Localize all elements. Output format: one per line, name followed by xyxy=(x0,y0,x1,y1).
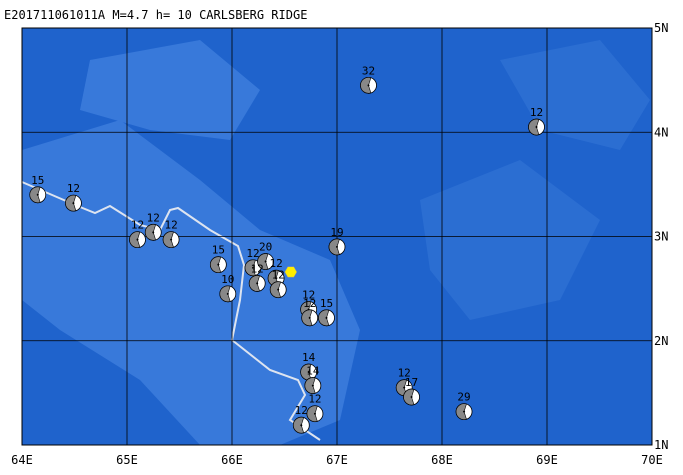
y-tick-label: 1N xyxy=(654,438,668,452)
beachball-center xyxy=(308,316,311,319)
x-tick-label: 64E xyxy=(11,453,33,467)
beachball-center xyxy=(311,384,314,387)
beachball-center xyxy=(325,316,328,319)
title: E201711061011A M=4.7 h= 10 CARLSBERG RID… xyxy=(4,8,307,22)
focal-mechanism: 12 xyxy=(248,262,266,292)
focal-mechanism: 12 xyxy=(306,393,324,423)
depth-label: 12 xyxy=(398,367,411,380)
depth-label: 15 xyxy=(212,244,225,257)
beachball-center xyxy=(72,202,75,205)
focal-mechanism: 12 xyxy=(269,269,287,299)
beachball-center xyxy=(336,245,338,248)
focal-mechanism: 32 xyxy=(360,64,377,94)
focal-mechanism: 12 xyxy=(65,182,82,212)
depth-label: 29 xyxy=(457,391,470,404)
depth-label: 12 xyxy=(303,297,316,310)
focal-mechanism: 20 xyxy=(257,241,275,270)
depth-label: 17 xyxy=(405,376,418,389)
focal-mechanism: 29 xyxy=(455,391,473,421)
focal-mechanism: 15 xyxy=(318,297,335,327)
depth-label: 12 xyxy=(295,404,308,417)
beachball-center xyxy=(252,266,254,269)
focal-mechanism: 12 xyxy=(301,297,319,327)
focal-mechanism: 12 xyxy=(244,247,262,277)
y-tick-label: 5N xyxy=(654,21,668,35)
beachball-center xyxy=(277,288,280,291)
focal-mechanism: 15 xyxy=(209,244,227,274)
beachball-center xyxy=(307,371,310,374)
x-tick-label: 68E xyxy=(431,453,453,467)
focal-mechanism: 10 xyxy=(219,273,237,303)
depth-label: 12 xyxy=(131,219,144,232)
beachball-center xyxy=(313,412,316,415)
y-tick-label: 3N xyxy=(654,230,668,244)
beachball-center xyxy=(170,238,173,241)
frame xyxy=(21,27,653,446)
depth-label: 12 xyxy=(302,288,315,301)
depth-label: 12 xyxy=(530,106,543,119)
depth-label: 10 xyxy=(221,273,234,286)
focal-mechanism: 12 xyxy=(292,404,310,434)
depth-label: 12 xyxy=(308,393,321,406)
depth-label: 14 xyxy=(306,365,320,378)
focal-mechanism: 12 xyxy=(144,211,162,241)
beachball-center xyxy=(463,410,466,413)
depth-label: 19 xyxy=(330,226,343,239)
x-tick-label: 65E xyxy=(116,453,138,467)
depth-label: 32 xyxy=(362,64,375,77)
depth-label: 20 xyxy=(259,241,272,254)
depth-label: 12 xyxy=(147,211,160,224)
x-tick-label: 69E xyxy=(536,453,558,467)
beachball-center xyxy=(36,193,39,196)
x-tick-label: 70E xyxy=(641,453,663,467)
beachball-center xyxy=(535,126,538,129)
depth-label: 12 xyxy=(67,182,80,195)
beachball-center xyxy=(136,238,139,241)
focal-mechanism: 14 xyxy=(300,351,318,381)
ridge-axis xyxy=(21,181,321,441)
beachball-center xyxy=(275,277,278,280)
y-tick-label: 2N xyxy=(654,334,668,348)
beachball-center xyxy=(226,292,229,295)
depth-label: 12 xyxy=(251,262,264,275)
x-tick-label: 66E xyxy=(221,453,243,467)
y-tick-label: 4N xyxy=(654,125,668,139)
beachball-center xyxy=(217,263,220,266)
x-tick-label: 67E xyxy=(326,453,348,467)
focal-mechanism: 12 xyxy=(162,219,180,249)
beachball-center xyxy=(256,282,259,285)
focal-mechanism: 17 xyxy=(403,376,420,406)
focal-mechanism: 12 xyxy=(129,219,146,249)
beachball-center xyxy=(264,260,267,263)
depth-label: 15 xyxy=(31,174,44,187)
focal-mechanism: 14 xyxy=(304,365,322,394)
beachball-center xyxy=(300,424,303,427)
focal-mechanism: 19 xyxy=(328,226,346,256)
beachball-center xyxy=(403,386,406,389)
depth-label: 14 xyxy=(302,351,316,364)
focal-mechanism: 12 xyxy=(528,106,545,136)
depth-label: 12 xyxy=(164,219,177,232)
depth-label: 12 xyxy=(272,269,285,282)
depth-label: 15 xyxy=(320,297,333,310)
depth-label: 12 xyxy=(269,257,282,270)
depth-label: 12 xyxy=(246,247,259,260)
beachball-center xyxy=(410,396,413,399)
beachball-center xyxy=(367,84,370,87)
epicenter xyxy=(284,266,298,278)
focal-mechanism: 15 xyxy=(29,174,47,204)
beachball-center xyxy=(152,231,155,234)
